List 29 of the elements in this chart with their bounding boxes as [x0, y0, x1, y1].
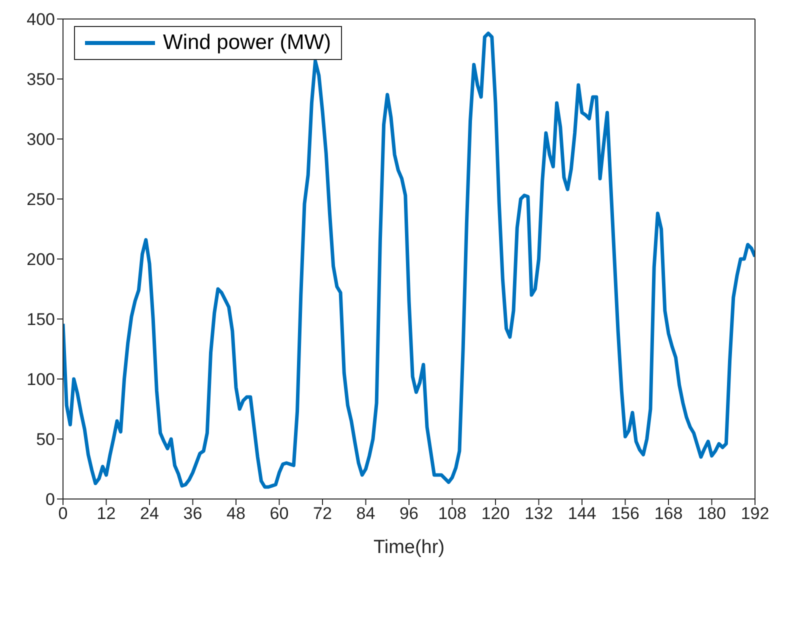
x-tick-label: 48	[226, 504, 246, 524]
y-tick-label: 100	[26, 370, 55, 390]
y-tick-label: 150	[26, 310, 55, 330]
x-tick-label: 24	[140, 504, 159, 524]
y-tick-label: 400	[26, 10, 55, 30]
x-tick-label: 72	[313, 504, 332, 524]
y-tick-label: 200	[26, 250, 55, 270]
x-tick-label: 192	[740, 504, 770, 524]
y-tick-label: 0	[46, 490, 55, 510]
y-tick-label: 300	[26, 130, 55, 150]
x-tick-label: 96	[400, 504, 418, 524]
x-tick-label: 84	[356, 504, 376, 524]
x-tick-label: 36	[183, 504, 202, 524]
x-axis-title: Time(hr)	[373, 537, 445, 558]
legend-label: Wind power (MW)	[163, 31, 332, 55]
x-tick-label: 108	[438, 504, 466, 524]
x-tick-label: 60	[270, 504, 289, 524]
x-tick-label: 144	[568, 504, 596, 524]
y-tick-label: 350	[26, 70, 55, 90]
y-tick-label: 50	[36, 430, 55, 450]
x-tick-label: 168	[654, 504, 683, 524]
x-tick-label: 156	[611, 504, 640, 524]
x-tick-label: 120	[481, 504, 510, 524]
y-tick-label: 250	[26, 190, 55, 210]
x-tick-label: 0	[58, 504, 68, 524]
x-tick-label: 12	[96, 504, 116, 524]
x-tick-label: 132	[524, 504, 553, 524]
x-tick-label: 180	[698, 504, 726, 524]
line-series	[63, 32, 755, 489]
